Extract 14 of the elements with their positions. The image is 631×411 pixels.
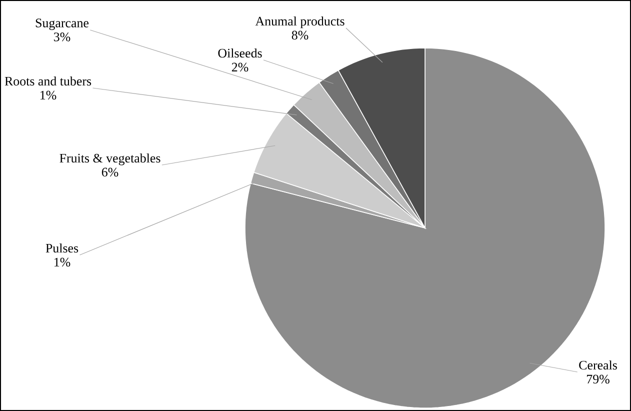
data-label: 2% <box>232 62 248 72</box>
data-label: 3% <box>54 32 70 42</box>
data-label: 8% <box>292 30 308 40</box>
slice-label: Sugarcane <box>36 18 89 30</box>
slice-label: Cereals <box>579 360 617 370</box>
slice-label: Oilseeds <box>218 48 262 58</box>
slice-label: Pulses <box>46 243 78 253</box>
data-label: 79% <box>587 374 610 384</box>
data-label: 1% <box>54 258 70 267</box>
slice-label: Anumal products <box>255 16 344 28</box>
data-label: 1% <box>40 90 56 100</box>
slice-label: Roots and tubers <box>4 76 92 86</box>
data-label: 6% <box>102 168 118 177</box>
slice-label: Fruits & vegetables <box>60 153 160 166</box>
